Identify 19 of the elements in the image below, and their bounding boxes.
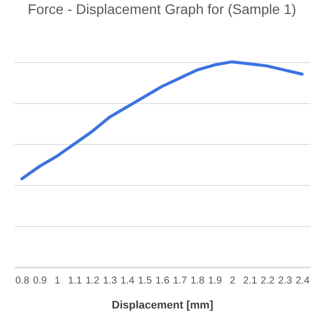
x-tick-label: 2.4 (296, 276, 310, 286)
x-tick-label: 1.7 (173, 276, 188, 286)
x-tick-label: 1.6 (156, 276, 170, 286)
x-tick-label: 2.2 (260, 276, 275, 286)
x-tick-label: 1.8 (190, 276, 205, 286)
x-tick-label: 0.9 (32, 276, 48, 286)
x-tick-label: 1.1 (68, 276, 82, 286)
x-tick-label: 0.8 (15, 276, 30, 286)
x-tick-label: 1.5 (138, 276, 152, 286)
x-tick-label: 2 (230, 276, 236, 286)
x-tick-label: 1.3 (103, 276, 118, 286)
x-tick-label: 2.3 (278, 276, 292, 286)
chart-title: Force - Displacement Graph for (Sample 1) (28, 1, 296, 17)
x-tick-label: 1 (54, 276, 61, 286)
x-tick-label: 1.9 (208, 276, 222, 286)
x-axis-title: Displacement [mm] (112, 300, 214, 312)
x-tick-label: 1.2 (85, 276, 100, 286)
x-tick-label: 2.1 (243, 276, 258, 286)
x-tick-label: 1.4 (120, 276, 135, 286)
